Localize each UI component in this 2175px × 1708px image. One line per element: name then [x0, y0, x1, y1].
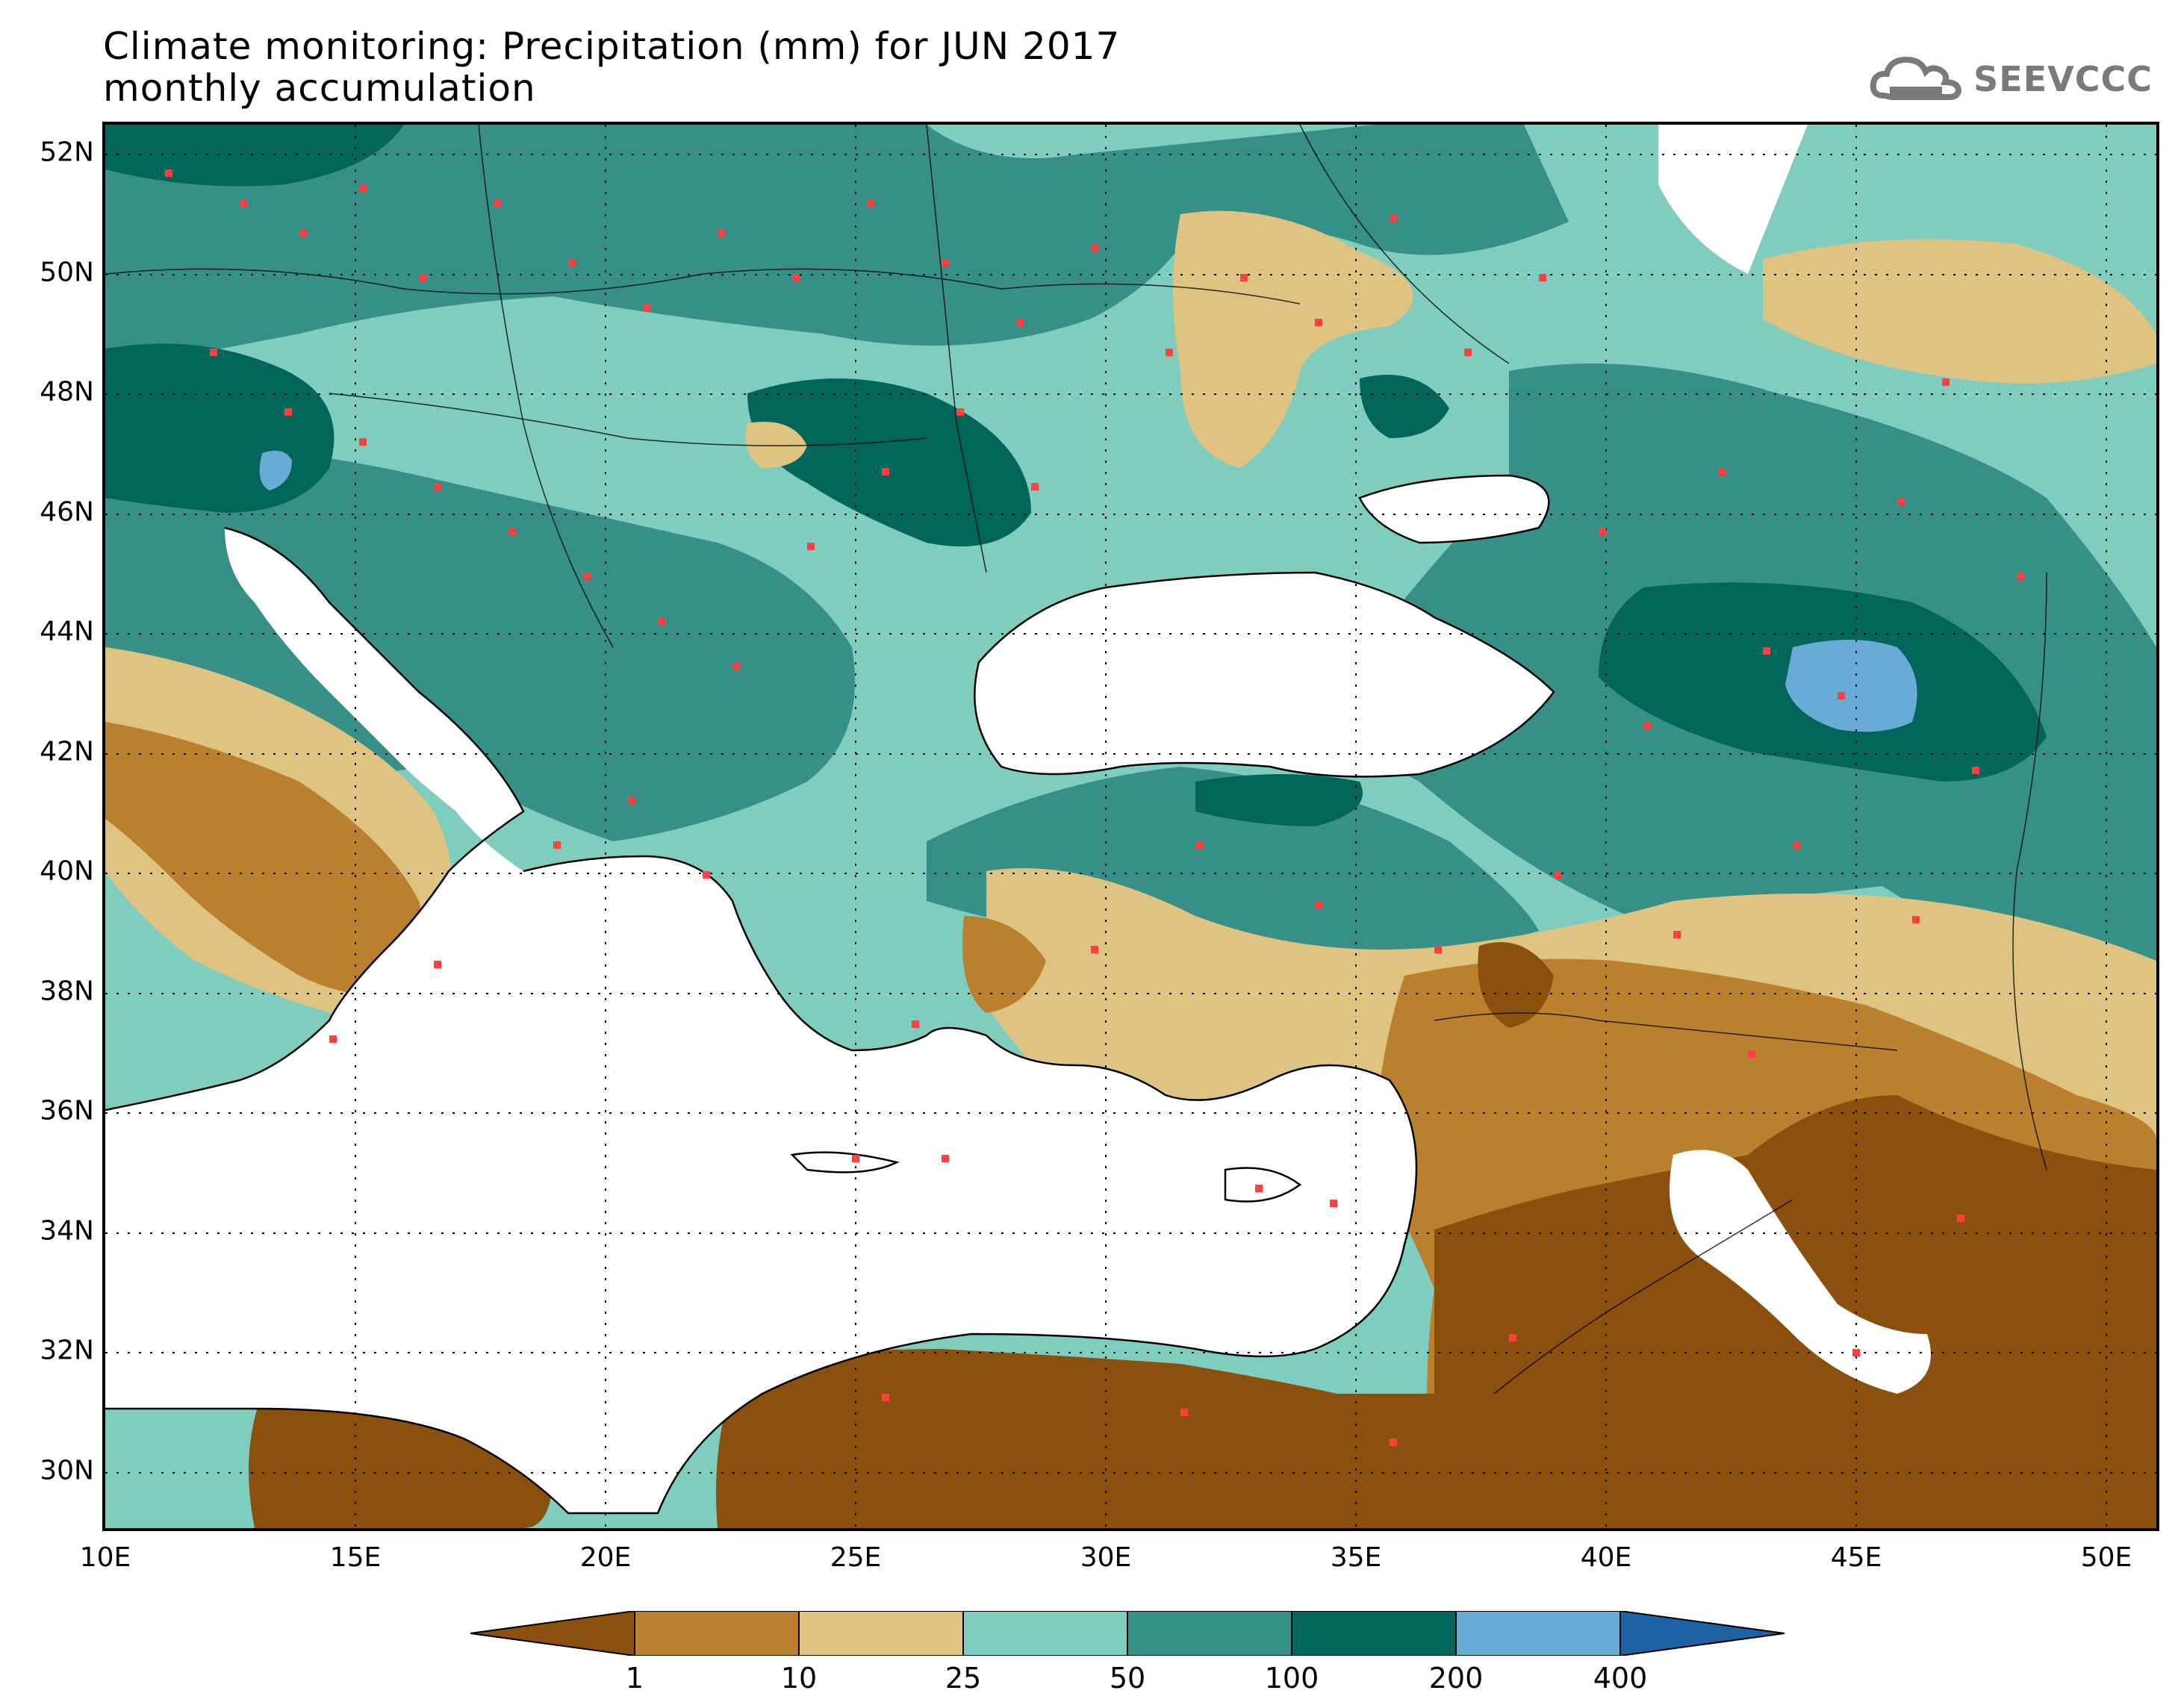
- lat-label-38n: 38N: [40, 976, 94, 1007]
- title-line-2: monthly accumulation: [103, 66, 536, 110]
- legend-colorbar: [470, 1611, 1785, 1656]
- seevccc-logo: SEEVCCC: [1869, 49, 2153, 109]
- station-markers: [165, 169, 2024, 1446]
- lon-label-50e: 50E: [2080, 1542, 2132, 1573]
- map-title: Climate monitoring: Precipitation (mm) f…: [103, 25, 1120, 109]
- precipitation-map: [102, 122, 2159, 1531]
- legend-swatch-below-1: [470, 1611, 635, 1656]
- legend-swatch-above-400: [1619, 1611, 1785, 1656]
- legend-swatch-50-100: [1127, 1611, 1292, 1656]
- coastlines: [105, 474, 1555, 1515]
- lon-label-35e: 35E: [1330, 1542, 1382, 1573]
- cloud-icon: [1870, 56, 1962, 100]
- lat-label-36n: 36N: [40, 1095, 94, 1126]
- legend-label-25: 25: [945, 1662, 982, 1695]
- map-canvas: [105, 125, 2156, 1528]
- title-line-1: Climate monitoring: Precipitation (mm) f…: [103, 25, 1121, 68]
- lon-label-40e: 40E: [1580, 1542, 1632, 1573]
- lat-label-50n: 50N: [40, 257, 94, 288]
- lon-label-20e: 20E: [579, 1542, 632, 1573]
- lat-label-40n: 40N: [40, 855, 94, 887]
- legend-label-50: 50: [1109, 1662, 1146, 1695]
- legend-swatch-200-400: [1455, 1611, 1621, 1656]
- no-data-mask: [105, 125, 1931, 1513]
- lat-label-34n: 34N: [40, 1215, 94, 1247]
- lat-label-32n: 32N: [40, 1335, 94, 1366]
- legend-swatch-100-200: [1291, 1611, 1457, 1656]
- legend-swatch-25-50: [962, 1611, 1128, 1656]
- lat-label-52n: 52N: [40, 137, 94, 168]
- lon-label-15e: 15E: [329, 1542, 382, 1573]
- lon-label-45e: 45E: [1830, 1542, 1882, 1573]
- zone-200-400: [259, 450, 1917, 732]
- lat-label-42n: 42N: [40, 736, 94, 767]
- lon-label-25e: 25E: [830, 1542, 882, 1573]
- lon-label-30e: 30E: [1080, 1542, 1132, 1573]
- lat-label-30n: 30N: [40, 1455, 94, 1486]
- legend-label-100: 100: [1264, 1662, 1319, 1695]
- logo-text: SEEVCCC: [1973, 59, 2153, 99]
- lat-label-46n: 46N: [40, 496, 94, 528]
- legend-label-200: 200: [1428, 1662, 1484, 1695]
- legend-label-10: 10: [780, 1662, 818, 1695]
- legend-swatch-1-10: [634, 1611, 800, 1656]
- legend-label-1: 1: [625, 1662, 644, 1695]
- lat-label-44n: 44N: [40, 616, 94, 647]
- country-borders: [105, 125, 2047, 1394]
- lon-label-10e: 10E: [79, 1542, 131, 1573]
- legend-label-400: 400: [1593, 1662, 1648, 1695]
- lat-label-48n: 48N: [40, 376, 94, 408]
- legend-swatch-10-25: [798, 1611, 964, 1656]
